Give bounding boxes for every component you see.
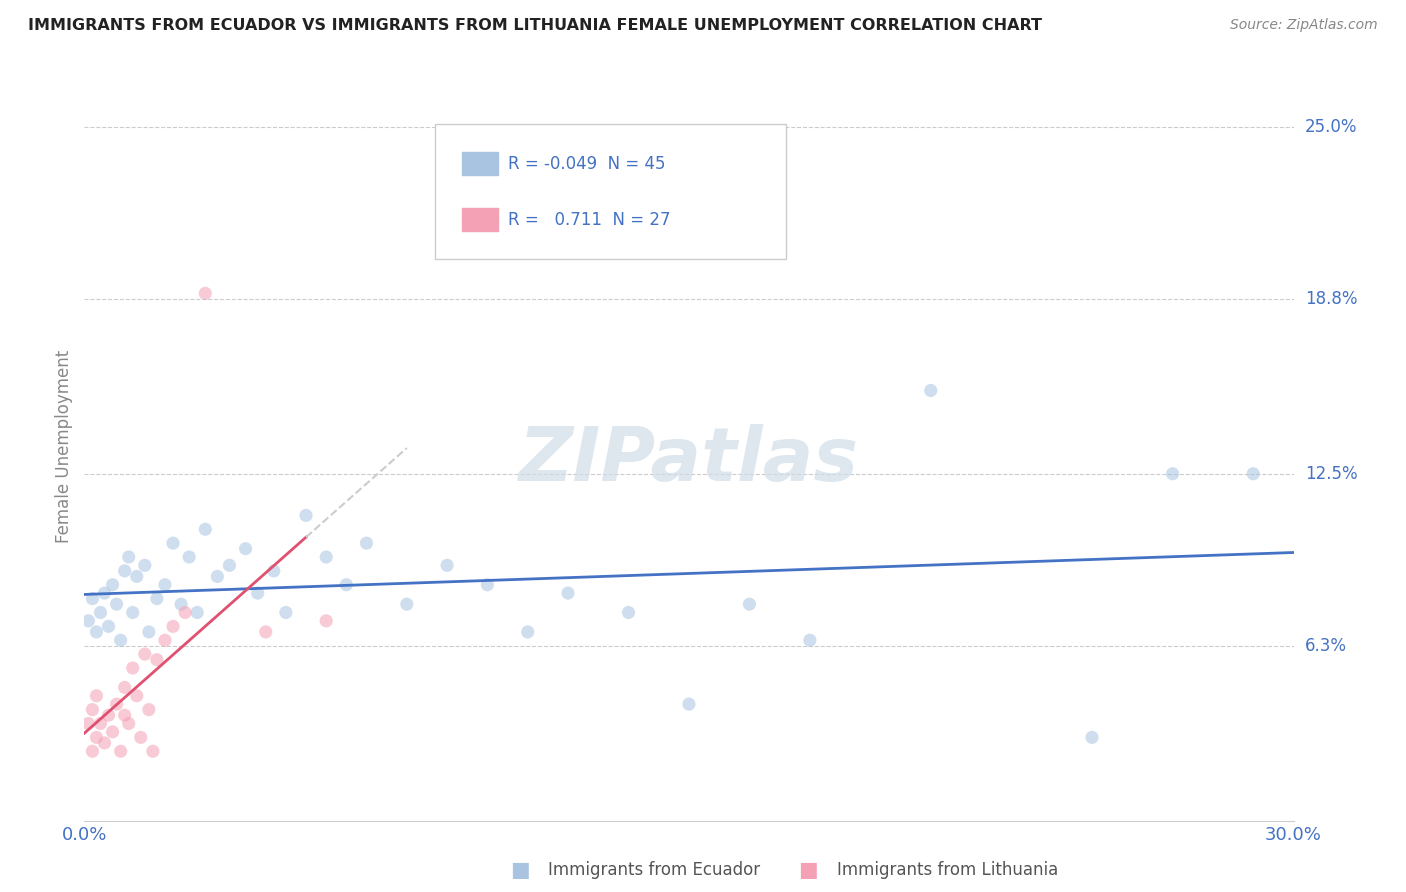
Point — [218, 558, 240, 573]
Point — [93, 586, 115, 600]
Point — [97, 708, 120, 723]
Point — [118, 549, 141, 564]
Point — [235, 541, 257, 556]
Y-axis label: Female Unemployment: Female Unemployment — [55, 350, 73, 542]
Point — [89, 716, 111, 731]
Point — [920, 384, 942, 398]
Text: 12.5%: 12.5% — [1305, 465, 1357, 483]
Point — [138, 703, 160, 717]
Text: ■: ■ — [799, 860, 818, 880]
Point — [295, 508, 318, 523]
Text: Immigrants from Lithuania: Immigrants from Lithuania — [837, 861, 1057, 879]
Point — [436, 558, 458, 573]
Point — [263, 564, 285, 578]
Text: ZIPatlas: ZIPatlas — [519, 425, 859, 498]
Point — [395, 597, 418, 611]
Text: Immigrants from Ecuador: Immigrants from Ecuador — [548, 861, 761, 879]
Point — [101, 724, 124, 739]
Point — [125, 689, 148, 703]
Point — [89, 606, 111, 620]
Point — [153, 578, 176, 592]
FancyBboxPatch shape — [434, 124, 786, 259]
Point — [97, 619, 120, 633]
Point — [1081, 731, 1104, 745]
Text: Source: ZipAtlas.com: Source: ZipAtlas.com — [1230, 18, 1378, 32]
Point — [114, 564, 136, 578]
Point — [82, 703, 104, 717]
Point — [86, 624, 108, 639]
Point — [170, 597, 193, 611]
Point — [105, 697, 128, 711]
Text: 25.0%: 25.0% — [1305, 118, 1357, 136]
Text: ■: ■ — [510, 860, 530, 880]
Point — [194, 522, 217, 536]
Point — [516, 624, 538, 639]
Text: R = -0.049  N = 45: R = -0.049 N = 45 — [508, 154, 665, 172]
Point — [1161, 467, 1184, 481]
Point — [82, 744, 104, 758]
FancyBboxPatch shape — [461, 209, 498, 231]
Point — [77, 716, 100, 731]
Point — [179, 549, 201, 564]
Point — [162, 536, 184, 550]
Point — [315, 549, 337, 564]
Point — [110, 744, 132, 758]
Point — [678, 697, 700, 711]
Point — [477, 578, 499, 592]
FancyBboxPatch shape — [461, 153, 498, 175]
Point — [1241, 467, 1264, 481]
Point — [799, 633, 821, 648]
Point — [82, 591, 104, 606]
Point — [738, 597, 761, 611]
Point — [114, 708, 136, 723]
Point — [146, 653, 169, 667]
Point — [121, 606, 143, 620]
Point — [335, 578, 357, 592]
Point — [77, 614, 100, 628]
Text: R =   0.711  N = 27: R = 0.711 N = 27 — [508, 211, 671, 228]
Point — [153, 633, 176, 648]
Point — [557, 586, 579, 600]
Point — [194, 286, 217, 301]
Point — [174, 606, 197, 620]
Point — [105, 597, 128, 611]
Point — [125, 569, 148, 583]
Point — [101, 578, 124, 592]
Point — [246, 586, 269, 600]
Point — [142, 744, 165, 758]
Point — [129, 731, 152, 745]
Point — [118, 716, 141, 731]
Point — [617, 606, 640, 620]
Point — [186, 606, 208, 620]
Point — [207, 569, 229, 583]
Point — [315, 614, 337, 628]
Point — [146, 591, 169, 606]
Point — [138, 624, 160, 639]
Point — [86, 731, 108, 745]
Point — [93, 736, 115, 750]
Point — [121, 661, 143, 675]
Text: 6.3%: 6.3% — [1305, 637, 1347, 655]
Point — [254, 624, 277, 639]
Point — [162, 619, 184, 633]
Point — [274, 606, 297, 620]
Point — [110, 633, 132, 648]
Point — [134, 558, 156, 573]
Point — [134, 647, 156, 661]
Text: 18.8%: 18.8% — [1305, 290, 1357, 308]
Point — [356, 536, 378, 550]
Point — [86, 689, 108, 703]
Text: IMMIGRANTS FROM ECUADOR VS IMMIGRANTS FROM LITHUANIA FEMALE UNEMPLOYMENT CORRELA: IMMIGRANTS FROM ECUADOR VS IMMIGRANTS FR… — [28, 18, 1042, 33]
Point — [114, 681, 136, 695]
